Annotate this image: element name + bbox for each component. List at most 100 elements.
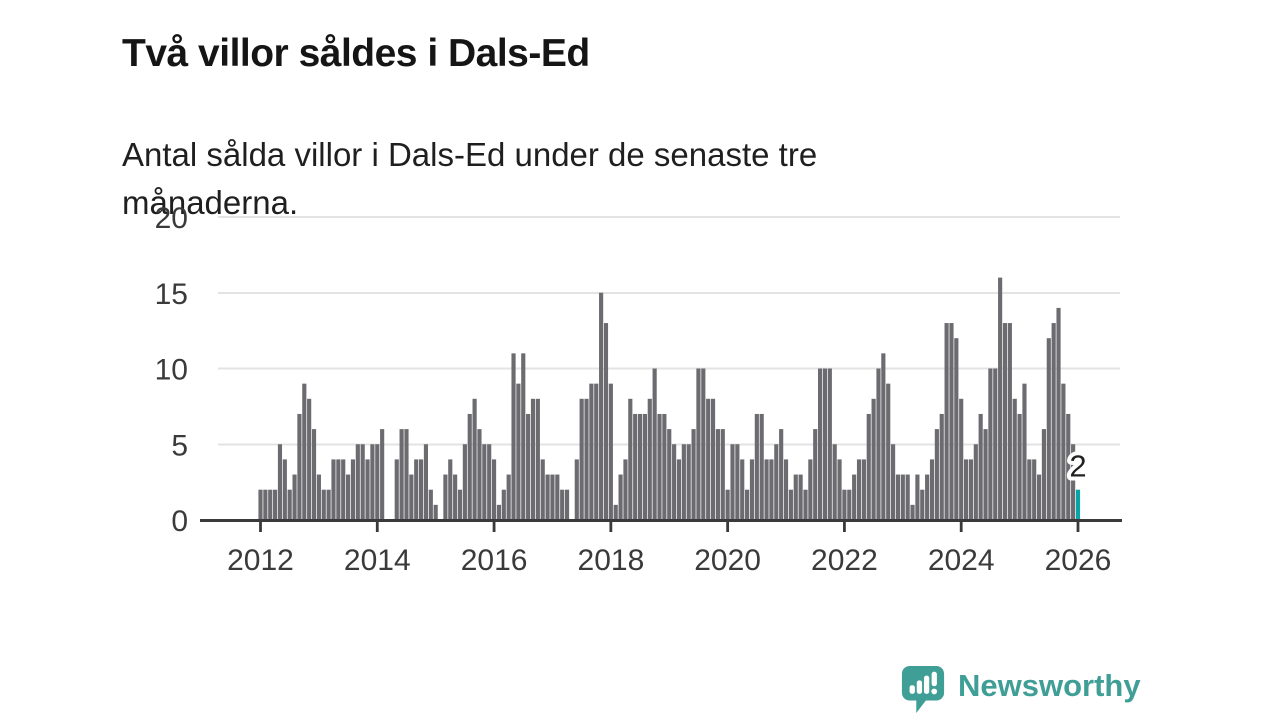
bar — [832, 444, 837, 520]
bar — [287, 489, 292, 520]
bar — [837, 459, 842, 520]
bar — [579, 398, 584, 520]
bar — [307, 398, 312, 520]
bar — [998, 277, 1003, 520]
bar — [292, 474, 297, 520]
bar-chart: 0 5 10 15 20 2012 2014 2016 2018 2020 2022 2024 2026… — [155, 202, 1122, 577]
bar — [1066, 413, 1071, 520]
bar — [574, 459, 579, 520]
bar — [715, 429, 720, 520]
bar — [311, 429, 317, 520]
bar — [647, 398, 652, 520]
bar — [764, 459, 769, 520]
bar — [1012, 398, 1017, 520]
bar — [380, 429, 385, 520]
brand-name: Newsworthy — [958, 668, 1141, 703]
bar — [642, 413, 647, 520]
bar — [346, 474, 351, 520]
bar — [560, 489, 565, 520]
bar — [681, 444, 686, 520]
bar — [1032, 459, 1037, 520]
x-axis-tick — [726, 521, 730, 532]
bar — [929, 459, 935, 520]
bar — [676, 459, 682, 520]
bar — [599, 292, 604, 520]
bar — [467, 413, 472, 520]
bar — [652, 368, 657, 520]
bar — [954, 338, 959, 520]
bar — [963, 459, 969, 520]
x-axis-tick — [492, 521, 496, 532]
bar — [457, 489, 463, 520]
bar — [487, 444, 492, 520]
logo-bar-2 — [916, 680, 923, 694]
bar — [934, 429, 939, 520]
x-axis-tick-label: 2022 — [811, 544, 878, 577]
logo-exclamation-dot — [931, 688, 938, 695]
chart-subtitle: Antal sålda villor i Dals-Ed under de se… — [122, 136, 818, 221]
bar — [633, 413, 638, 520]
bar — [701, 368, 706, 520]
x-axis-tick — [609, 521, 613, 532]
bar — [472, 398, 477, 520]
bar — [905, 474, 910, 520]
bar — [1002, 323, 1008, 520]
x-axis-tick-label: 2018 — [578, 544, 645, 577]
bar — [657, 413, 662, 520]
bar — [350, 459, 356, 520]
bar — [725, 489, 730, 520]
bar — [603, 323, 609, 520]
bar — [394, 459, 399, 520]
bar — [988, 368, 993, 520]
bar — [993, 368, 998, 520]
bar — [944, 323, 949, 520]
bar — [1046, 338, 1051, 520]
bar — [375, 444, 380, 520]
bar — [818, 368, 823, 520]
bar — [1061, 383, 1066, 520]
logo-bar-1 — [909, 685, 915, 694]
newsworthy-logo-icon — [901, 666, 945, 713]
bar — [453, 474, 458, 520]
bar — [360, 444, 365, 520]
bar — [939, 413, 944, 520]
x-axis-tick-label: 2024 — [928, 544, 995, 577]
bar — [1007, 323, 1012, 520]
bar — [321, 489, 326, 520]
bar — [1027, 459, 1032, 520]
bar — [881, 353, 886, 520]
bar — [564, 489, 570, 520]
bar — [331, 459, 336, 520]
bar — [1022, 383, 1027, 520]
bar — [341, 459, 346, 520]
bar — [696, 368, 701, 520]
x-axis-tick-label: 2016 — [461, 544, 528, 577]
bar — [618, 474, 623, 520]
bar — [847, 489, 852, 520]
bar — [443, 474, 448, 520]
bar — [745, 489, 750, 520]
bar — [540, 459, 545, 520]
bar — [876, 368, 881, 520]
bar — [365, 459, 370, 520]
bar — [511, 353, 516, 520]
bar — [720, 429, 725, 520]
bar — [526, 413, 531, 520]
bar — [852, 474, 857, 520]
bar — [686, 444, 691, 520]
bar — [326, 489, 331, 520]
bar — [973, 444, 978, 520]
bar — [419, 459, 424, 520]
bar — [978, 413, 983, 520]
bar — [506, 474, 511, 520]
bar — [735, 444, 740, 520]
bar — [297, 413, 302, 520]
bar — [959, 398, 964, 520]
bar — [706, 398, 711, 520]
bar — [628, 398, 633, 520]
bar — [258, 489, 263, 520]
bar — [433, 504, 438, 520]
x-axis-tick-label: 2012 — [227, 544, 294, 577]
x-axis-line — [200, 519, 1122, 522]
